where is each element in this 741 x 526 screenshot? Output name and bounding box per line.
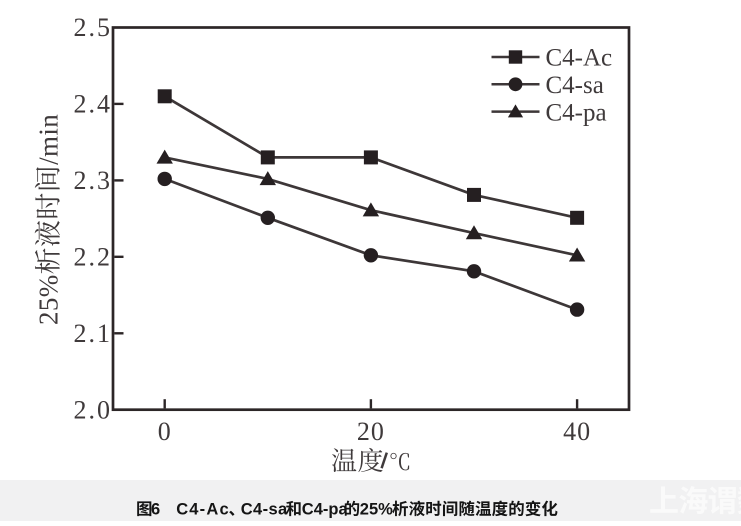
svg-text:25%: 25%	[34, 274, 64, 325]
svg-text:C4-sa: C4-sa	[241, 501, 288, 519]
svg-text:C4-pa: C4-pa	[302, 501, 349, 519]
svg-text:C4-sa: C4-sa	[546, 72, 604, 99]
svg-text:2.1: 2.1	[74, 319, 113, 348]
svg-text:2.4: 2.4	[74, 90, 113, 119]
svg-text:2.5: 2.5	[74, 13, 113, 42]
svg-text:C4-pa: C4-pa	[546, 99, 607, 126]
svg-text:/min: /min	[34, 114, 64, 165]
svg-text:C4-Ac: C4-Ac	[176, 501, 230, 519]
svg-text:C4-Ac: C4-Ac	[546, 45, 613, 72]
svg-text:0: 0	[158, 417, 172, 446]
svg-text:2.2: 2.2	[74, 242, 113, 271]
svg-text:20: 20	[357, 417, 385, 446]
svg-text:2.3: 2.3	[74, 166, 113, 195]
svg-text:25%: 25%	[360, 501, 393, 519]
svg-text:2.0: 2.0	[74, 395, 113, 424]
svg-text:40: 40	[563, 417, 591, 446]
svg-text:6: 6	[151, 501, 160, 519]
